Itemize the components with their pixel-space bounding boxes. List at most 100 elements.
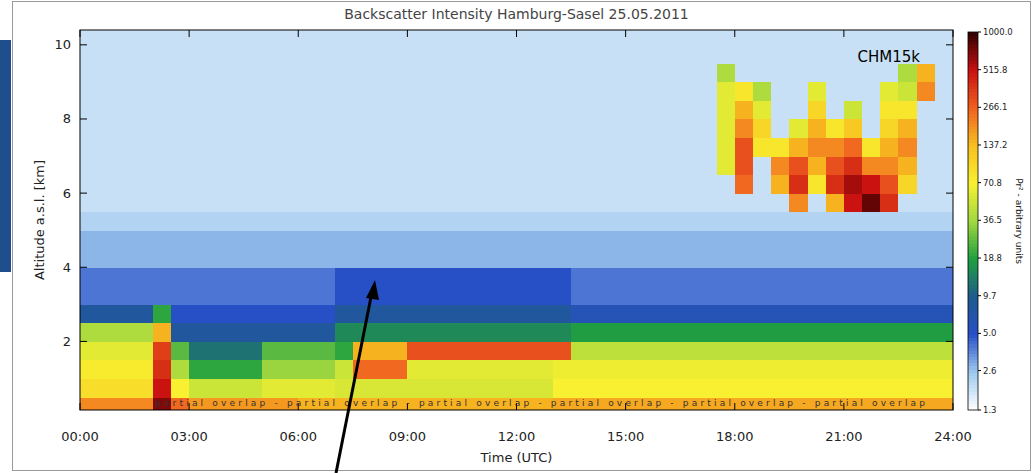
x-tick-top	[625, 30, 626, 37]
cell	[571, 378, 590, 397]
cell	[207, 82, 226, 101]
cell	[153, 267, 172, 305]
cell	[880, 304, 899, 323]
y-axis-title: Altitude a.s.l. [km]	[32, 160, 47, 280]
cell	[898, 304, 917, 323]
cell	[917, 304, 936, 323]
cell	[80, 30, 99, 64]
colorbar-step	[968, 41, 978, 45]
cell	[717, 323, 736, 342]
cell	[589, 30, 608, 64]
colorbar-step	[968, 139, 978, 143]
cell	[571, 230, 590, 268]
cell	[444, 212, 463, 231]
cell	[826, 30, 845, 64]
cell	[607, 30, 626, 64]
cell	[662, 212, 681, 231]
cell	[316, 193, 335, 212]
cell	[407, 304, 426, 323]
cell	[498, 341, 517, 360]
x-tick-top	[516, 30, 517, 37]
cell	[735, 323, 754, 342]
cell	[316, 100, 335, 119]
colorbar-step	[968, 369, 978, 373]
cell	[880, 100, 899, 119]
cell	[480, 360, 499, 379]
cell	[426, 175, 445, 194]
colorbar-step	[968, 328, 978, 332]
cell	[335, 267, 354, 305]
cell	[189, 304, 208, 323]
cell	[353, 175, 372, 194]
cell	[808, 156, 827, 175]
cell	[898, 323, 917, 342]
x-axis-title: Time (UTC)	[480, 450, 553, 465]
cell	[280, 360, 299, 379]
pointer-arrow-head	[366, 280, 379, 300]
colorbar-step	[968, 152, 978, 156]
cell	[80, 156, 99, 175]
colorbar-step	[968, 284, 978, 288]
colorbar-step	[968, 101, 978, 105]
cell	[553, 193, 572, 212]
cell	[480, 119, 499, 138]
cell	[280, 63, 299, 82]
cell	[589, 156, 608, 175]
cell	[480, 323, 499, 342]
cell	[844, 119, 863, 138]
cell	[498, 267, 517, 305]
colorbar-step	[968, 120, 978, 124]
colorbar-step	[968, 158, 978, 162]
cell	[753, 30, 772, 64]
cell	[116, 156, 135, 175]
cell	[498, 378, 517, 397]
cell	[371, 193, 390, 212]
cell	[517, 323, 536, 342]
colorbar-step	[968, 312, 978, 316]
cell	[98, 138, 117, 157]
cell	[626, 63, 645, 82]
cell	[553, 304, 572, 323]
cell	[444, 63, 463, 82]
cell	[644, 212, 663, 231]
cell	[407, 63, 426, 82]
colorbar-step	[968, 290, 978, 294]
cell	[680, 175, 699, 194]
cell	[826, 360, 845, 379]
colorbar-step	[968, 347, 978, 351]
cell	[717, 378, 736, 397]
cell	[116, 230, 135, 268]
colorbar-step	[968, 306, 978, 310]
cell	[644, 119, 663, 138]
colorbar-step	[968, 256, 978, 260]
cell	[553, 212, 572, 231]
cell	[426, 378, 445, 397]
y-tick-label: 10	[54, 37, 71, 52]
cell	[626, 175, 645, 194]
cell	[98, 360, 117, 379]
cell	[826, 63, 845, 82]
title: Backscatter Intensity Hamburg-Sasel 25.0…	[344, 6, 689, 22]
colorbar-step	[968, 356, 978, 360]
cell	[498, 175, 517, 194]
cell	[371, 156, 390, 175]
cell	[407, 193, 426, 212]
cell	[735, 378, 754, 397]
colorbar-tick	[978, 333, 981, 334]
colorbar-step	[968, 309, 978, 313]
cell	[426, 119, 445, 138]
cell	[316, 156, 335, 175]
colorbar-step	[968, 215, 978, 219]
cell	[626, 323, 645, 342]
cell	[462, 100, 481, 119]
cell	[98, 100, 117, 119]
cell	[462, 323, 481, 342]
cell	[553, 360, 572, 379]
cell	[389, 193, 408, 212]
cell	[717, 30, 736, 64]
cell	[226, 156, 245, 175]
colorbar-step	[968, 275, 978, 279]
cell	[371, 360, 390, 379]
cell	[480, 63, 499, 82]
cell	[662, 378, 681, 397]
